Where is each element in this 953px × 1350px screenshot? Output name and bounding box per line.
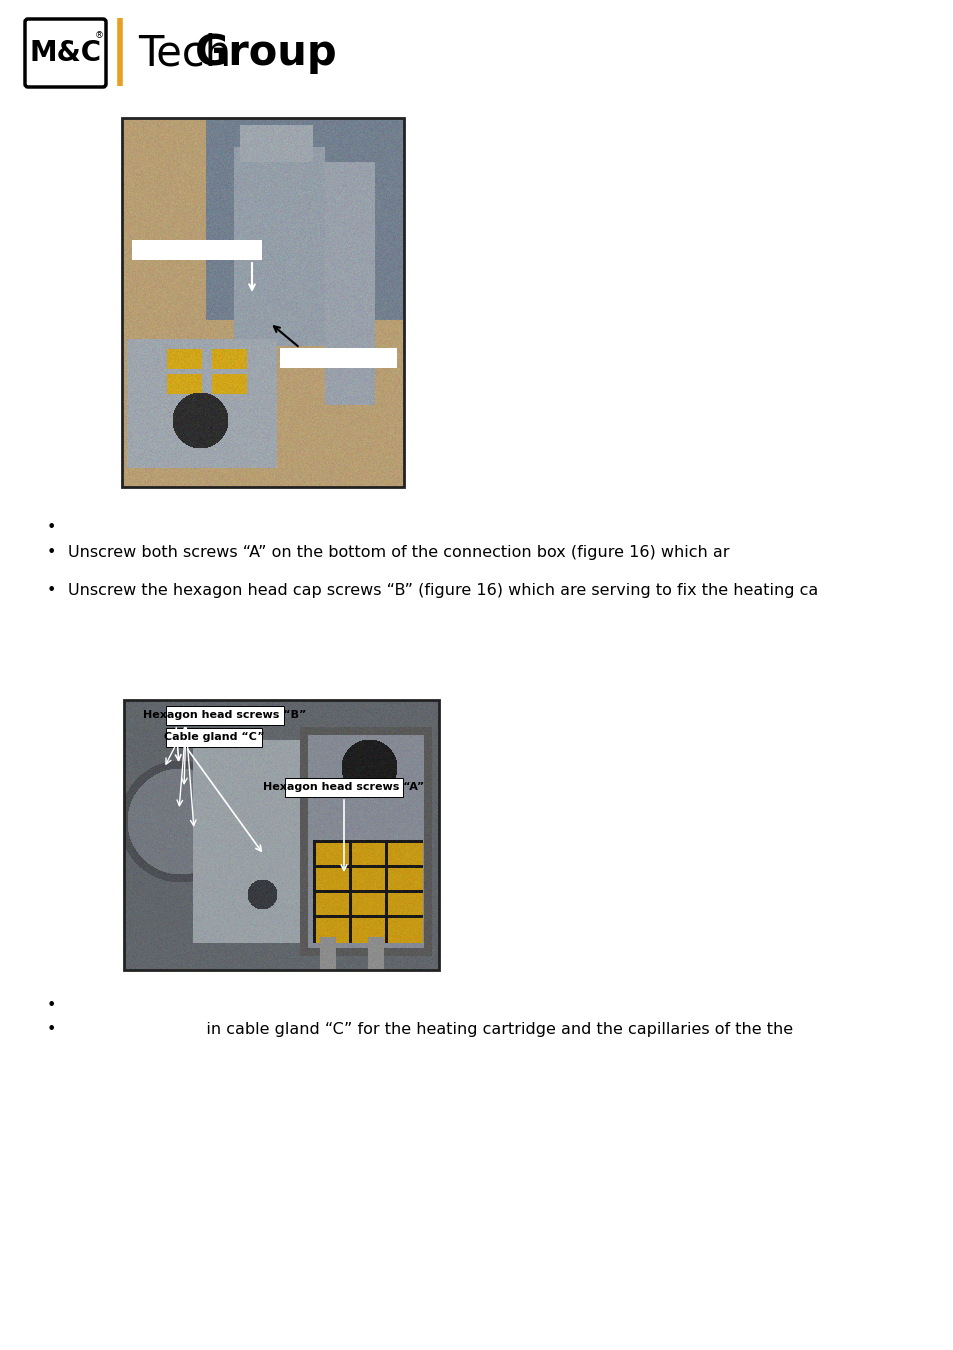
Text: ®: ® [94, 31, 103, 40]
Bar [280, 348, 396, 369]
Bar [285, 778, 402, 796]
Text: in cable gland “C” for the heating cartridge and the capillaries of the the: in cable gland “C” for the heating cartr… [68, 1022, 792, 1037]
Text: Unscrew both screws “A” on the bottom of the connection box (figure 16) which ar: Unscrew both screws “A” on the bottom of… [68, 545, 729, 560]
Bar [124, 701, 438, 971]
Text: •: • [47, 520, 56, 535]
Bar [132, 240, 262, 261]
Bar [166, 728, 262, 747]
Text: Hexagon head screws “A”: Hexagon head screws “A” [263, 783, 424, 792]
Text: •: • [47, 1022, 56, 1037]
Text: Hexagon head screws “B”: Hexagon head screws “B” [143, 710, 306, 721]
Text: •: • [47, 545, 56, 560]
Text: •: • [47, 998, 56, 1012]
Bar [166, 706, 284, 725]
Text: M&C: M&C [30, 39, 101, 68]
Text: Group: Group [194, 32, 337, 74]
Bar [122, 117, 403, 487]
Text: Cable gland “C”: Cable gland “C” [164, 733, 264, 743]
Text: •: • [47, 583, 56, 598]
Text: Tech: Tech [138, 32, 231, 74]
Text: Unscrew the hexagon head cap screws “B” (figure 16) which are serving to fix the: Unscrew the hexagon head cap screws “B” … [68, 583, 818, 598]
FancyBboxPatch shape [25, 19, 106, 86]
